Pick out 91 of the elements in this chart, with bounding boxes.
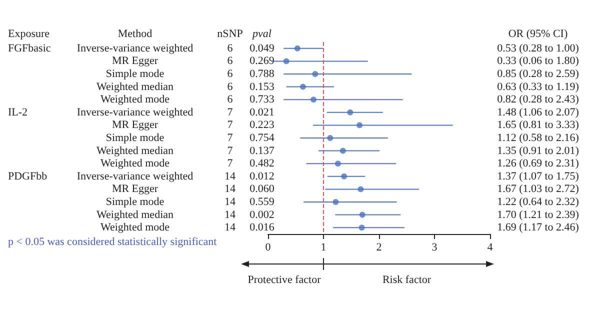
x-tick-label: 0 [265,242,272,254]
point [334,160,341,167]
y-tick-label: Weighted median [96,144,174,157]
point [310,96,317,103]
annotation: 0.137 [250,144,275,157]
annotation: 0.012 [250,170,274,182]
annotation: 0.016 [250,222,275,234]
point [327,135,334,141]
point [300,84,306,90]
data-label: 1.35 (0.91 to 2.01) [497,144,580,157]
point [358,224,365,231]
y-tick-label: MR Egger [112,55,158,68]
text: 14 [224,183,236,196]
data-label: 0.53 (0.28 to 1.00) [497,42,580,54]
text: 7 [227,119,234,132]
annotation: 0.153 [250,80,275,93]
text: 14 [224,222,236,234]
text: FGFbasic [8,42,51,54]
data-label: 1.67 (1.03 to 2.72) [497,183,580,196]
data-label: 0.63 (0.33 to 1.19) [497,80,580,93]
x-tick-label: 3 [432,242,438,254]
data-label: 1.69 (1.17 to 2.46) [497,222,580,234]
y-tick-label: Inverse-variance weighted [76,106,194,118]
text: Risk factor [382,274,432,286]
data-label: 1.22 (0.64 to 2.32) [497,196,580,208]
text: Exposure [8,28,50,40]
text: 14 [224,208,236,221]
text: p < 0.05 was considered statistically significant [8,236,217,248]
annotation: 0.060 [250,183,275,196]
text: 7 [227,106,234,118]
data-label: 1.12 (0.58 to 2.16) [497,132,580,144]
annotation: 0.733 [250,94,275,106]
text: OR (95% CI) [508,28,568,40]
text: 6 [227,68,234,80]
y-tick-label: Weighted mode [100,158,170,170]
y-tick-label: Weighted mode [100,222,170,234]
annotation: 0.223 [250,119,275,132]
y-tick-label: Weighted median [96,208,174,221]
text: nSNP [217,28,243,40]
point [347,109,354,116]
data-label: 1.70 (1.21 to 2.39) [497,208,580,221]
point [340,148,346,154]
point [356,122,363,128]
text: 14 [224,170,236,182]
point [359,212,366,218]
annotation: 0.754 [250,132,275,144]
point [312,71,318,77]
text: 6 [227,42,234,54]
annotation: 0.049 [250,42,275,54]
y-tick-label: Inverse-variance weighted [76,170,194,182]
x-tick-label: 2 [376,242,382,254]
text: 6 [227,80,234,93]
annotation: 0.482 [250,158,274,170]
text: 6 [227,55,234,68]
data-label: 0.85 (0.28 to 2.59) [497,68,580,80]
y-tick-label: Simple mode [106,132,164,144]
text: 7 [227,158,234,170]
data-label: 1.65 (0.81 to 3.33) [497,119,580,132]
x-tick-label: 1 [320,242,326,254]
text: 7 [227,144,234,157]
text: IL-2 [8,106,28,118]
point [283,58,290,64]
data-label: 1.48 (1.06 to 2.07) [497,106,580,118]
annotation: 0.559 [250,196,275,208]
y-tick-label: Inverse-variance weighted [76,42,194,54]
text: Protective factor [248,274,322,286]
y-tick-label: Simple mode [106,196,164,208]
y-tick-label: MR Egger [112,119,158,132]
point [358,186,364,192]
data-label: 0.82 (0.28 to 2.43) [497,94,580,106]
data-label: 0.33 (0.06 to 1.80) [497,55,580,68]
annotation: 0.021 [250,106,274,118]
point [341,173,348,180]
point [294,45,300,52]
annotation: 0.788 [250,68,275,80]
text: Method [118,28,153,40]
y-tick-label: Weighted mode [100,94,170,106]
point [332,199,339,205]
y-tick-label: Simple mode [106,68,164,80]
y-tick-label: MR Egger [112,183,158,196]
data-label: 1.26 (0.69 to 2.31) [497,158,580,170]
text: pval [252,28,272,40]
text: 14 [224,196,236,208]
data-label: 1.37 (1.07 to 1.75) [497,170,580,182]
annotation: 0.002 [250,208,274,221]
text: 6 [227,94,234,106]
annotation: 0.269 [250,55,275,68]
y-tick-label: Weighted median [96,80,174,93]
text: PDGFbb [8,170,48,182]
x-tick-label: 4 [487,242,494,254]
text: 7 [227,132,234,144]
